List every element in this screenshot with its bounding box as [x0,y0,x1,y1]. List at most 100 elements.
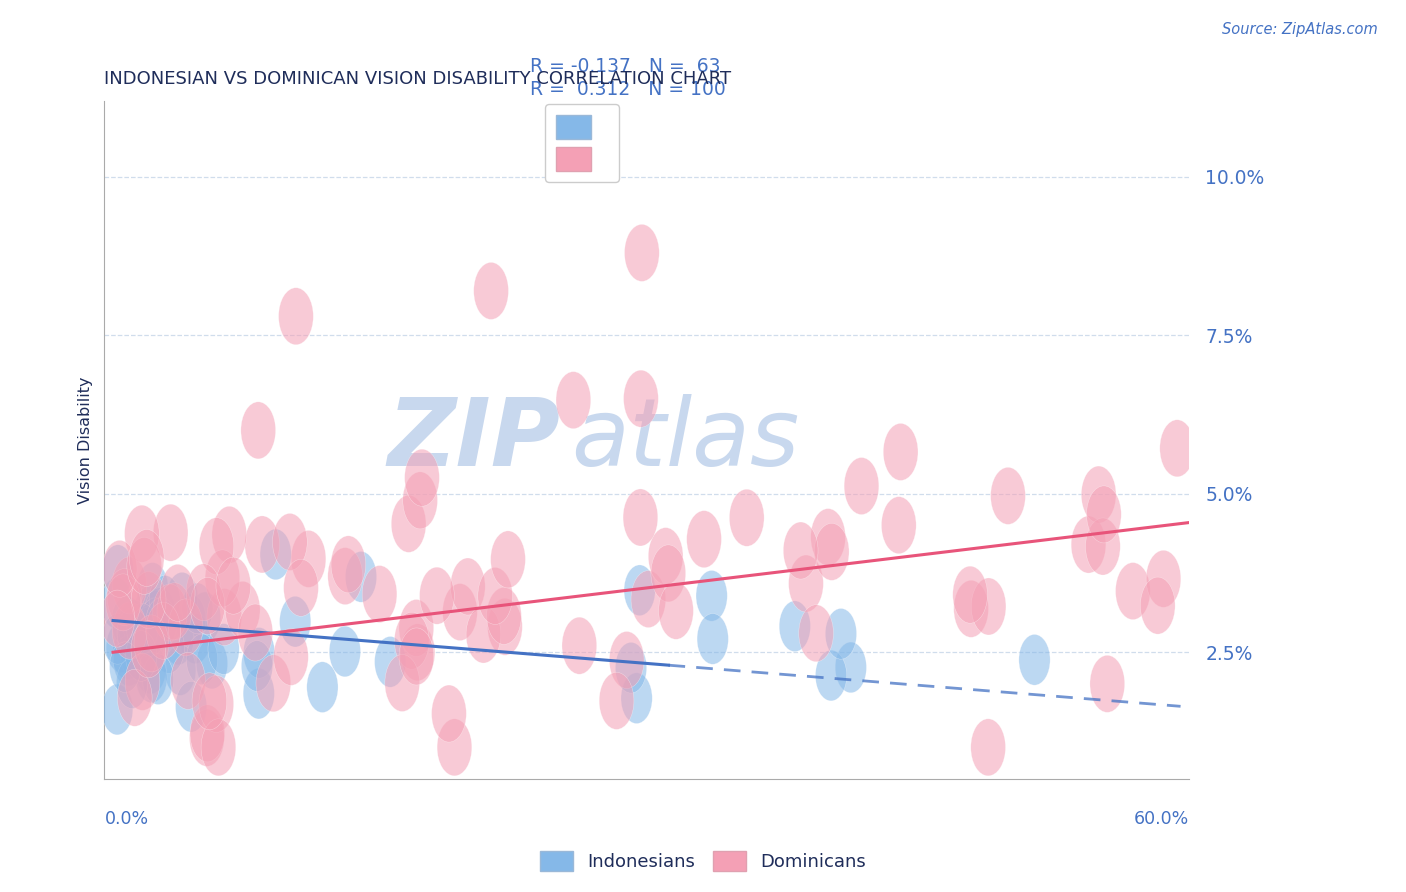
Ellipse shape [623,489,658,546]
Ellipse shape [112,557,146,614]
Text: Source: ZipAtlas.com: Source: ZipAtlas.com [1222,22,1378,37]
Ellipse shape [419,567,454,624]
Ellipse shape [190,709,224,766]
Ellipse shape [112,629,143,680]
Ellipse shape [121,628,152,679]
Ellipse shape [1160,420,1195,477]
Ellipse shape [835,642,866,693]
Ellipse shape [1115,563,1150,620]
Ellipse shape [488,599,522,656]
Text: ZIP: ZIP [387,394,560,486]
Ellipse shape [200,517,233,574]
Legend: , : , [544,103,619,182]
Ellipse shape [136,563,169,614]
Ellipse shape [399,628,434,685]
Ellipse shape [139,598,172,648]
Ellipse shape [621,673,652,723]
Ellipse shape [153,504,188,561]
Ellipse shape [163,614,194,665]
Ellipse shape [208,624,239,674]
Ellipse shape [783,522,818,579]
Ellipse shape [181,583,212,633]
Ellipse shape [103,545,134,596]
Ellipse shape [474,262,509,319]
Ellipse shape [146,602,180,659]
Ellipse shape [114,635,145,686]
Ellipse shape [651,545,686,602]
Ellipse shape [238,604,273,661]
Text: R =  0.312   N = 100: R = 0.312 N = 100 [530,80,725,99]
Ellipse shape [402,472,437,529]
Ellipse shape [107,568,142,625]
Ellipse shape [399,599,433,657]
Ellipse shape [624,224,659,281]
Ellipse shape [374,637,406,687]
Ellipse shape [478,567,513,624]
Ellipse shape [190,577,225,634]
Ellipse shape [401,624,434,681]
Ellipse shape [953,581,988,637]
Ellipse shape [562,617,596,674]
Ellipse shape [187,634,218,685]
Ellipse shape [149,575,180,626]
Ellipse shape [779,601,810,651]
Ellipse shape [169,599,202,656]
Ellipse shape [616,642,647,693]
Ellipse shape [125,606,156,656]
Ellipse shape [789,555,824,612]
Ellipse shape [970,719,1005,776]
Ellipse shape [117,657,148,708]
Ellipse shape [491,531,526,588]
Ellipse shape [443,583,477,640]
Ellipse shape [1140,577,1175,634]
Ellipse shape [197,638,228,689]
Ellipse shape [129,610,162,661]
Ellipse shape [110,642,141,692]
Ellipse shape [450,558,485,615]
Ellipse shape [624,370,658,427]
Ellipse shape [648,528,683,584]
Ellipse shape [153,584,187,641]
Ellipse shape [111,596,142,647]
Ellipse shape [124,604,155,655]
Ellipse shape [112,602,148,659]
Ellipse shape [117,669,152,726]
Ellipse shape [486,587,522,644]
Ellipse shape [811,508,845,566]
Ellipse shape [825,608,856,659]
Ellipse shape [1019,634,1050,685]
Ellipse shape [256,655,291,712]
Ellipse shape [145,588,176,639]
Ellipse shape [278,288,314,345]
Ellipse shape [131,621,166,678]
Ellipse shape [157,582,191,640]
Ellipse shape [176,681,207,732]
Ellipse shape [201,719,236,776]
Ellipse shape [405,450,439,507]
Ellipse shape [245,516,280,573]
Ellipse shape [101,578,132,629]
Ellipse shape [134,607,166,657]
Ellipse shape [624,565,655,615]
Ellipse shape [1071,516,1107,573]
Ellipse shape [991,467,1025,524]
Ellipse shape [953,566,987,624]
Ellipse shape [242,640,273,691]
Ellipse shape [243,668,274,719]
Ellipse shape [799,605,834,662]
Ellipse shape [686,510,721,567]
Text: INDONESIAN VS DOMINICAN VISION DISABILITY CORRELATION CHART: INDONESIAN VS DOMINICAN VISION DISABILIT… [104,70,731,88]
Ellipse shape [165,645,195,696]
Ellipse shape [291,531,326,588]
Ellipse shape [328,548,363,605]
Ellipse shape [346,551,377,602]
Ellipse shape [280,596,311,647]
Ellipse shape [1146,550,1181,607]
Ellipse shape [127,603,157,654]
Ellipse shape [134,615,169,672]
Ellipse shape [240,401,276,458]
Ellipse shape [190,705,225,762]
Ellipse shape [697,614,728,665]
Text: atlas: atlas [571,394,799,485]
Ellipse shape [198,675,233,732]
